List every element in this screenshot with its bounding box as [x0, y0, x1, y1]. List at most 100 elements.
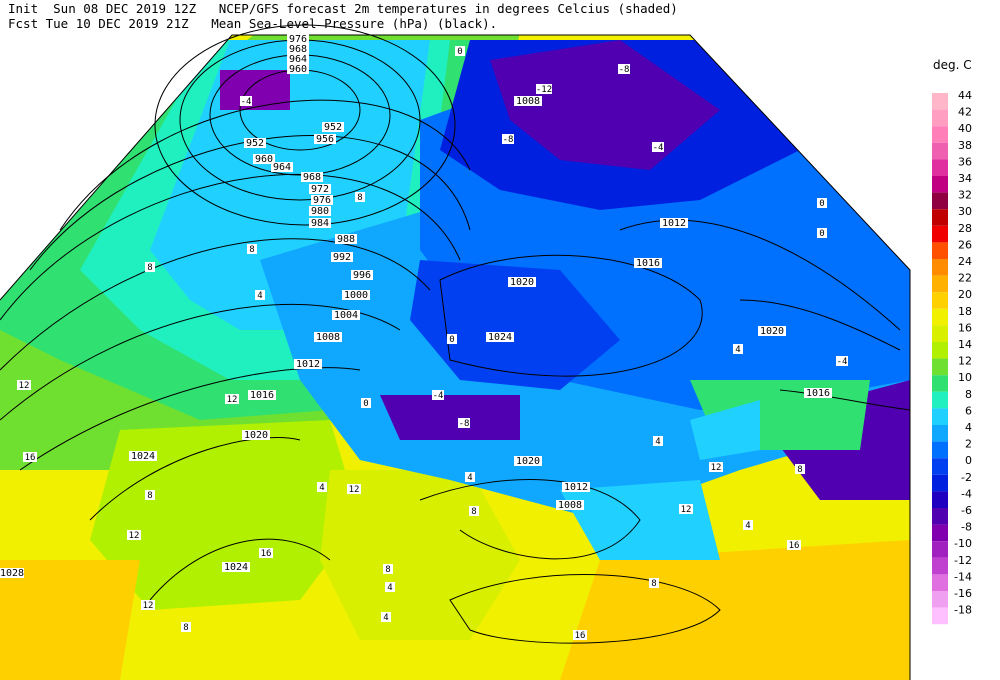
svg-text:952: 952 — [246, 138, 264, 149]
legend-tick-label: -2 — [961, 471, 972, 484]
svg-text:1020: 1020 — [244, 430, 268, 441]
temp-label: 8 — [181, 622, 191, 633]
svg-text:968: 968 — [303, 172, 321, 183]
svg-text:12: 12 — [129, 531, 140, 541]
isobar-label: 952 — [322, 122, 344, 133]
isobar-label: 1024 — [222, 562, 250, 573]
svg-text:8: 8 — [147, 263, 152, 273]
svg-text:960: 960 — [255, 154, 273, 165]
isobar-label: 992 — [331, 252, 353, 263]
temp-label: 8 — [355, 192, 365, 203]
svg-text:0: 0 — [819, 199, 824, 209]
svg-text:1020: 1020 — [510, 277, 534, 288]
legend-tick-label: -12 — [954, 554, 972, 567]
isobar-label: 972 — [309, 184, 331, 195]
temp-label: 4 — [653, 436, 663, 447]
legend-swatch — [932, 391, 948, 409]
legend-swatch — [932, 591, 948, 608]
svg-text:1020: 1020 — [760, 326, 784, 337]
svg-text:4: 4 — [387, 583, 392, 593]
svg-text:1024: 1024 — [224, 562, 248, 573]
svg-text:8: 8 — [249, 245, 254, 255]
isobar-label: 976 — [287, 34, 309, 45]
legend-swatch — [932, 325, 948, 342]
svg-text:956: 956 — [316, 134, 334, 145]
svg-text:4: 4 — [383, 613, 388, 623]
legend-tick-label: 32 — [958, 189, 972, 202]
legend-tick-label: 0 — [965, 454, 972, 467]
temp-label: 4 — [743, 520, 753, 531]
temp-label: 4 — [255, 290, 265, 301]
legend-swatch — [932, 358, 948, 376]
svg-text:992: 992 — [333, 252, 351, 263]
svg-text:996: 996 — [353, 270, 371, 281]
svg-text:16: 16 — [575, 631, 586, 641]
temp-label: 16 — [787, 540, 801, 551]
isobar-label: 988 — [335, 234, 357, 245]
svg-text:8: 8 — [471, 507, 476, 517]
svg-text:12: 12 — [227, 395, 238, 405]
svg-text:1008: 1008 — [516, 96, 540, 107]
legend-tick-label: 8 — [965, 388, 972, 401]
svg-text:964: 964 — [273, 162, 291, 173]
temp-label: 12 — [709, 462, 723, 473]
legend-swatch — [932, 275, 948, 293]
legend-tick-label: 12 — [958, 355, 972, 368]
temp-label: 0 — [817, 228, 827, 239]
temp-label: -4 — [432, 390, 444, 401]
svg-text:984: 984 — [311, 218, 329, 229]
legend-tick-label: -4 — [961, 487, 972, 500]
legend-tick-label: -16 — [954, 587, 972, 600]
temp-label: 4 — [385, 582, 395, 593]
isobar-label: 952 — [244, 138, 266, 149]
temp-label: 4 — [317, 482, 327, 493]
isobar-label: 1000 — [342, 290, 370, 301]
isobar-label: 964 — [287, 54, 309, 65]
svg-text:-4: -4 — [837, 357, 848, 367]
svg-text:1016: 1016 — [806, 388, 830, 399]
isobar-label: 1008 — [514, 96, 542, 107]
svg-text:16: 16 — [261, 549, 272, 559]
legend-tick-label: 6 — [965, 404, 972, 417]
svg-text:1012: 1012 — [662, 218, 686, 229]
isobar-label: 1020 — [242, 430, 270, 441]
isobar-label: 960 — [253, 154, 275, 165]
isobar-label: 1020 — [758, 326, 786, 337]
temp-label: 8 — [145, 262, 155, 273]
temp-label: 16 — [23, 452, 37, 463]
svg-text:976: 976 — [289, 34, 307, 45]
legend-swatch — [932, 574, 948, 591]
isobar-label: 1020 — [508, 277, 536, 288]
header-line-2: Fcst Tue 10 DEC 2019 21Z Mean Sea-Level … — [8, 16, 498, 31]
temp-label: -4 — [652, 142, 664, 153]
temp-label: 4 — [733, 344, 743, 355]
legend-swatch — [932, 292, 948, 309]
isobar-label: 968 — [287, 44, 309, 55]
temp-label: 16 — [259, 548, 273, 559]
temp-label: -8 — [502, 134, 514, 145]
legend-swatch — [932, 408, 948, 425]
temp-label: 8 — [383, 564, 393, 575]
isobar-label: 960 — [287, 64, 309, 75]
svg-text:8: 8 — [183, 623, 188, 633]
legend-tick-label: 20 — [958, 288, 972, 301]
temp-label: -8 — [618, 64, 630, 75]
svg-text:12: 12 — [19, 381, 30, 391]
legend-tick-label: 4 — [965, 421, 972, 434]
isobar-label: 1016 — [248, 390, 276, 401]
legend-tick-label: 24 — [958, 255, 972, 268]
isobar-label: 1012 — [294, 359, 322, 370]
isobar-label: 1004 — [332, 310, 360, 321]
svg-text:968: 968 — [289, 44, 307, 55]
temp-label: 12 — [225, 394, 239, 405]
temp-label: 8 — [469, 506, 479, 517]
svg-text:0: 0 — [819, 229, 824, 239]
isobar-label: 996 — [351, 270, 373, 281]
legend-swatch — [932, 541, 948, 558]
legend-tick-label: -8 — [961, 521, 972, 534]
isobar-label: 1020 — [514, 456, 542, 467]
isobar-label: 1012 — [660, 218, 688, 229]
